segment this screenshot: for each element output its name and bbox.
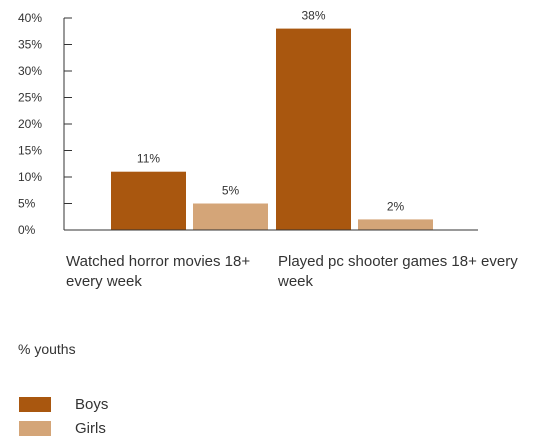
y-tick-label: 10% [18,170,42,184]
y-axis: 0% 5% 10% 15% 20% 25% 30% 35% 40% [18,11,72,237]
legend-label-girls: Girls [75,419,106,437]
legend: Boys Girls [19,392,108,440]
y-tick-label: 5% [18,197,36,211]
data-label-girls-1: 2% [387,199,405,213]
bar-girls-0 [193,203,268,230]
legend-swatch-boys [19,396,51,412]
bar-chart: 0% 5% 10% 15% 20% 25% 30% 35% 40% 11% 5% 38% 2% [18,9,478,237]
legend-item-boys: Boys [19,392,108,416]
category-label-horror: Watched horror movies 18+ every week [66,253,251,290]
bar-boys-0 [111,171,186,230]
legend-label-boys: Boys [75,395,109,413]
y-tick-label: 0% [18,223,36,237]
value-labels: 11% 5% 38% 2% [137,9,405,214]
y-tick-label: 40% [18,11,42,25]
data-label-boys-1: 38% [301,9,325,23]
y-tick-label: 25% [18,91,42,105]
legend-item-girls: Girls [19,416,108,440]
bar-boys-1 [276,28,351,230]
y-tick-label: 35% [18,38,42,52]
y-tick-label: 15% [18,144,42,158]
data-label-girls-0: 5% [222,184,240,198]
category-label-shooter: Played pc shooter games 18+ every week [278,253,518,290]
legend-swatch-girls [19,420,51,436]
bars [111,28,433,230]
bar-girls-1 [358,219,433,230]
y-tick-label: 30% [18,64,42,78]
data-label-boys-0: 11% [137,152,160,166]
y-tick-label: 20% [18,117,42,131]
y-axis-title: % youths [18,341,76,357]
